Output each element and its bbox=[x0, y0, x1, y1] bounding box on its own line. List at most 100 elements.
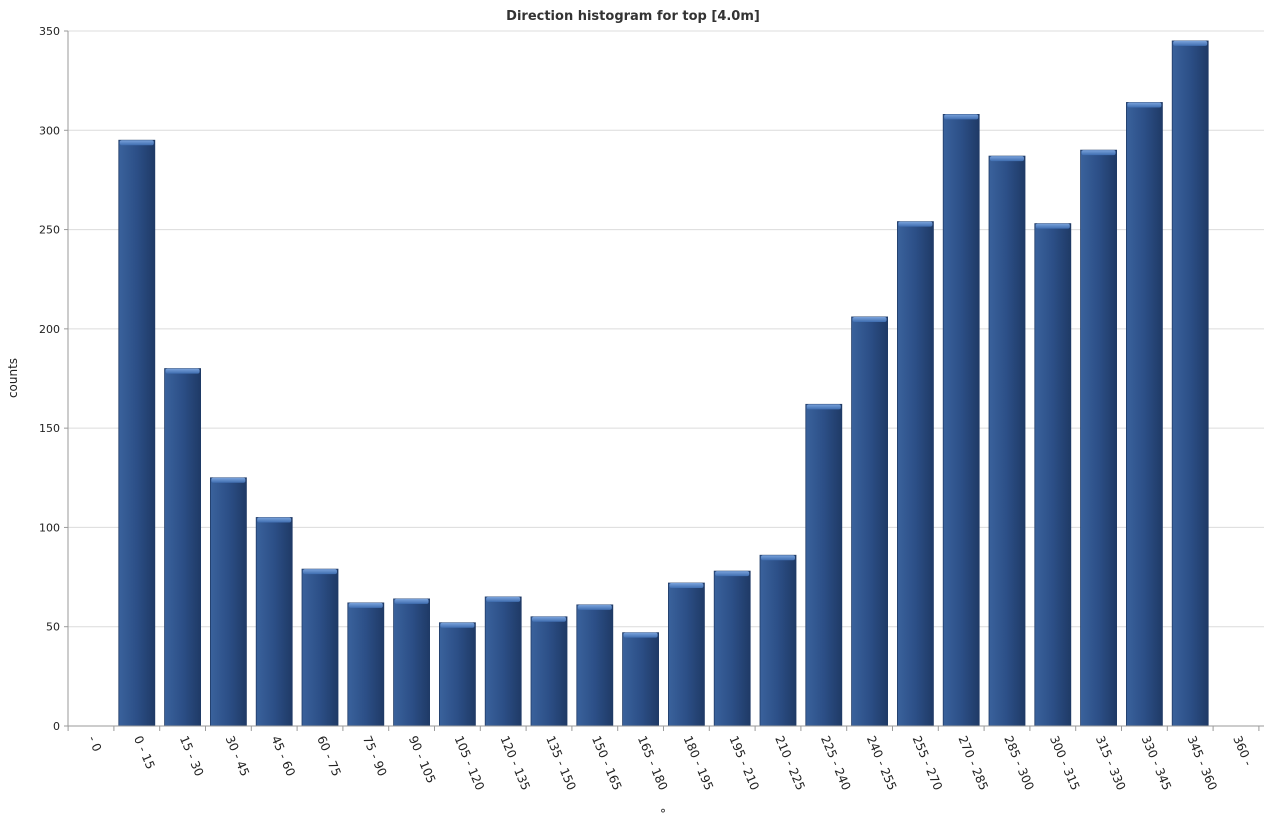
bar-body bbox=[301, 568, 339, 727]
x-tick-label: 30 - 45 bbox=[223, 734, 252, 779]
x-tick-label: 240 - 255 bbox=[864, 734, 899, 793]
histogram-bar bbox=[942, 114, 980, 727]
x-axis-label: ° bbox=[660, 807, 666, 821]
bar-body bbox=[988, 155, 1026, 727]
x-tick-label: 270 - 285 bbox=[955, 734, 990, 793]
x-tick-label: 0 - 15 bbox=[131, 734, 158, 772]
bar-body bbox=[668, 582, 705, 727]
histogram-bar bbox=[255, 517, 293, 727]
x-tick-label: 315 - 330 bbox=[1093, 734, 1128, 793]
bar-cap bbox=[486, 596, 521, 602]
histogram-bar bbox=[209, 477, 247, 727]
y-tick-label: 150 bbox=[39, 422, 60, 435]
bar-cap bbox=[761, 555, 795, 561]
x-tick-label: 180 - 195 bbox=[681, 734, 716, 793]
y-tick-label: 200 bbox=[39, 323, 60, 336]
histogram-bar bbox=[851, 316, 888, 727]
y-tick-label: 100 bbox=[39, 521, 60, 534]
x-tick-label: 300 - 315 bbox=[1047, 734, 1082, 793]
bar-body bbox=[118, 139, 156, 727]
bar-body bbox=[851, 316, 888, 727]
x-tick-label: 285 - 300 bbox=[1001, 734, 1036, 793]
histogram-bar bbox=[622, 632, 659, 727]
x-tick-label: 105 - 120 bbox=[452, 734, 487, 793]
bar-body bbox=[209, 477, 247, 727]
x-tick-label: 225 - 240 bbox=[818, 734, 853, 793]
y-tick-label: 250 bbox=[39, 224, 60, 237]
bar-cap bbox=[1173, 40, 1208, 46]
histogram-bar bbox=[118, 139, 156, 727]
histogram-bar bbox=[484, 596, 522, 727]
x-tick-label: - 0 bbox=[85, 734, 104, 754]
chart-title: Direction histogram for top [4.0m] bbox=[506, 9, 760, 24]
bar-cap bbox=[440, 622, 475, 628]
x-tick-label: 15 - 30 bbox=[177, 734, 206, 779]
histogram-bar bbox=[759, 554, 797, 727]
bar-cap bbox=[119, 140, 154, 146]
histogram-bar bbox=[805, 403, 843, 727]
x-tick-label: 195 - 210 bbox=[726, 734, 761, 793]
bar-cap bbox=[623, 632, 658, 638]
bar-cap bbox=[1081, 150, 1116, 156]
bar-cap bbox=[257, 517, 292, 523]
x-tick-label: 90 - 105 bbox=[406, 734, 438, 786]
x-tick-label: 60 - 75 bbox=[314, 734, 343, 779]
bar-cap bbox=[532, 616, 566, 622]
x-tick-label: 210 - 225 bbox=[772, 734, 807, 793]
bar-body bbox=[1171, 40, 1209, 727]
histogram-bar bbox=[530, 616, 568, 727]
bar-body bbox=[713, 570, 751, 727]
x-tick-label: 345 - 360 bbox=[1184, 734, 1219, 793]
histogram-bar bbox=[576, 604, 614, 727]
histogram-bar bbox=[713, 570, 751, 727]
bar-cap bbox=[990, 156, 1024, 162]
bar-cap bbox=[394, 598, 429, 604]
y-tick-label: 300 bbox=[39, 124, 60, 137]
x-tick-label: 120 - 135 bbox=[497, 734, 532, 793]
bar-body bbox=[1034, 223, 1072, 727]
bar-body bbox=[438, 622, 476, 727]
bar-body bbox=[530, 616, 568, 727]
histogram-bar bbox=[897, 221, 934, 727]
histogram-bar bbox=[988, 155, 1026, 727]
bar-body bbox=[484, 596, 522, 727]
bar-body bbox=[942, 114, 980, 727]
bar-cap bbox=[852, 316, 887, 322]
histogram-bar bbox=[301, 568, 339, 727]
histogram-bar bbox=[1126, 102, 1163, 727]
x-tick-label: 150 - 165 bbox=[589, 734, 624, 793]
bar-cap bbox=[1127, 102, 1162, 108]
bar-cap bbox=[211, 477, 246, 483]
histogram-bar bbox=[668, 582, 705, 727]
bar-body bbox=[759, 554, 797, 727]
y-tick-label: 0 bbox=[53, 720, 60, 733]
histogram-bar bbox=[164, 368, 202, 727]
bar-cap bbox=[669, 583, 704, 589]
x-tick-label: 45 - 60 bbox=[268, 734, 297, 779]
bar-body bbox=[897, 221, 934, 727]
bar-cap bbox=[348, 602, 383, 608]
bar-body bbox=[622, 632, 659, 727]
y-tick-label: 350 bbox=[39, 25, 60, 38]
bar-body bbox=[1126, 102, 1163, 727]
x-tick-label: 330 - 345 bbox=[1139, 734, 1174, 793]
bar-cap bbox=[165, 368, 200, 374]
x-tick-label: 135 - 150 bbox=[543, 734, 578, 793]
bar-body bbox=[347, 602, 385, 727]
histogram-bar bbox=[1080, 149, 1117, 727]
x-tick-label: 165 - 180 bbox=[635, 734, 670, 793]
bar-body bbox=[393, 598, 431, 727]
histogram-bar bbox=[347, 602, 385, 727]
bar-body bbox=[1080, 149, 1117, 727]
bar-cap bbox=[944, 114, 979, 120]
bar-body bbox=[805, 403, 843, 727]
histogram-bar bbox=[1034, 223, 1072, 727]
histogram-bar bbox=[393, 598, 431, 727]
bar-body bbox=[164, 368, 202, 727]
x-tick-label: 360 - bbox=[1230, 734, 1255, 768]
bar-cap bbox=[1035, 223, 1070, 229]
bar-body bbox=[576, 604, 614, 727]
histogram-bar bbox=[1171, 40, 1209, 727]
